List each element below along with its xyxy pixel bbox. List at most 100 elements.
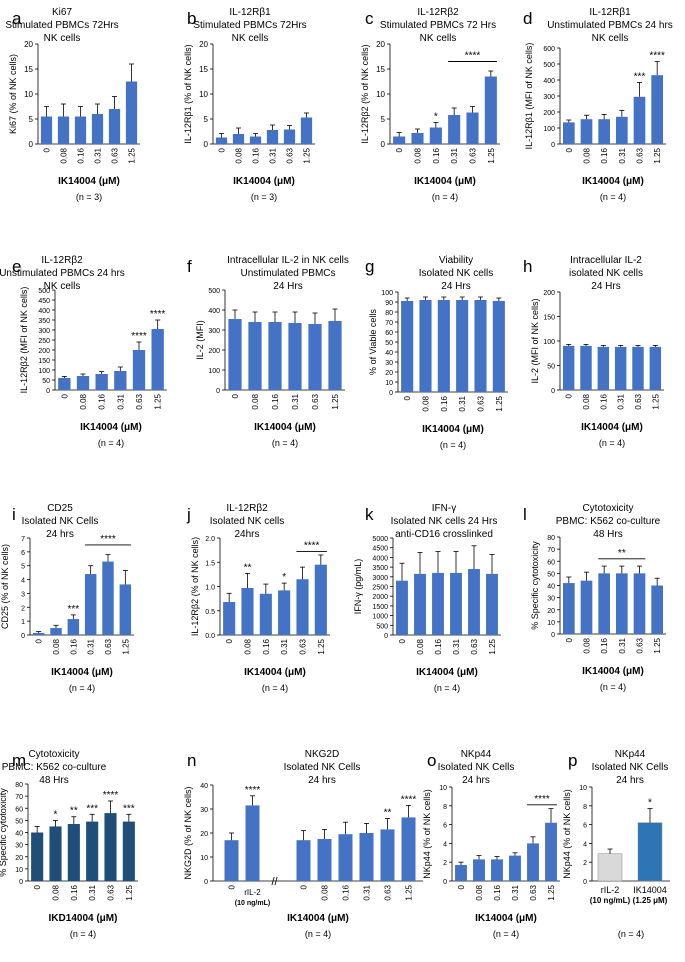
significance-marker: **** [103, 790, 119, 801]
y-tick-label: 400 [208, 308, 220, 315]
x-tick-label: 1.25 [154, 393, 163, 409]
y-tick-label: 40 [547, 584, 555, 591]
y-axis-label: IL-12Rβ2 (% of NK cells) [360, 44, 370, 143]
chart-title-line: Stimulated PBMCs 72Hrs [193, 20, 306, 31]
chart-title-line: NKG2D [305, 749, 339, 760]
bar [308, 324, 322, 390]
bar [249, 136, 262, 144]
significance-marker: * [54, 809, 58, 820]
bar [58, 378, 71, 390]
y-tick-label: 6 [583, 823, 587, 830]
x-tick-label: 0.31 [618, 147, 627, 163]
x-tick-label: 0.31 [280, 638, 289, 654]
x-tick-label: 0 [231, 393, 240, 398]
chart-title-line: IL-12Rβ2 [226, 503, 268, 514]
chart-title-line: Stimulated PBMCs 72Hrs [5, 20, 118, 31]
y-tick-label: 70 [15, 794, 23, 801]
y-axis-label: IL-12Rβ1 (MFI of NK cells) [524, 43, 534, 150]
y-tick-label: 6 [443, 823, 447, 830]
x-tick-label: 0.08 [79, 393, 88, 409]
x-tick-label: 0.63 [529, 884, 538, 900]
bar [473, 859, 485, 881]
chart-panel-l: l Cytotoxicity PBMC: K562 co-culture 48 Hrs… [523, 503, 666, 692]
x-tick-label: 0.16 [600, 637, 609, 653]
chart-title-line: Isolated NK cells [419, 268, 493, 279]
y-tick-label: 60 [15, 806, 23, 813]
x-tick-label: 0 [35, 638, 44, 643]
n-label: (n = 4) [434, 683, 460, 693]
chart-panel-k: k IFN-γ Isolated NK cells 24 Hrs anti-CD16 … [353, 503, 501, 693]
panel-letter: e [12, 257, 21, 276]
y-tick-label: 6 [21, 550, 25, 557]
bar [598, 573, 610, 634]
n-label: (n = 3) [76, 192, 102, 202]
bar [393, 136, 406, 144]
y-tick-label: 0 [551, 142, 555, 149]
x-tick-label: 0.08 [475, 884, 484, 900]
x-tick-label: 0 [228, 884, 237, 889]
x-tick-label: 1.25 [487, 147, 496, 163]
x-tick-label: 0.63 [636, 637, 645, 653]
significance-marker: **** [304, 541, 320, 552]
x-tick-label: 1.25 [121, 638, 130, 654]
y-tick-label: 20 [547, 608, 555, 615]
y-tick-label: 0 [551, 388, 555, 395]
y-axis-label: % Specific cytotoxicity [530, 541, 540, 630]
x-tick-label: 0.08 [251, 393, 260, 409]
y-tick-label: 15 [199, 65, 208, 74]
bar [296, 840, 311, 881]
chart-title-line: IL-12Rβ1 [589, 7, 631, 18]
bar [455, 865, 467, 881]
chart-panel-p: p NKp44 Isolated NK Cells 24 hrs 0 2 4 6 8 10 NKp4… [562, 749, 670, 939]
chart-title-line: NKp44 [461, 749, 492, 760]
significance-marker: *** [634, 71, 646, 82]
y-tick-label: 8 [443, 804, 447, 811]
y-tick-label: 200 [208, 348, 220, 355]
x-tick-label: 0.16 [252, 147, 261, 163]
significance-marker: ** [70, 806, 78, 817]
n-label: (n = 4) [493, 929, 519, 939]
chart-title-line: anti-CD16 crosslinked [395, 529, 493, 540]
panel-letter: d [523, 9, 532, 28]
significance-marker: ** [384, 808, 392, 819]
n-label: (n = 4) [600, 682, 626, 692]
y-tick-label: 20 [15, 855, 23, 862]
n-label: (n = 4) [599, 438, 625, 448]
y-tick-label: 400 [38, 308, 50, 315]
y-tick-label: 100 [381, 290, 393, 297]
x-tick-label: 0.08 [52, 884, 61, 900]
x-tick-label: 0.08 [583, 637, 592, 653]
x-tick-label: 0.63 [636, 147, 645, 163]
y-tick-label: 50 [15, 818, 23, 825]
x-tick-label: 0.08 [422, 395, 431, 411]
x-tick-sublabel: (10 ng/mL) [235, 900, 270, 907]
y-tick-label: 400 [543, 78, 555, 85]
panel-letter: f [187, 257, 192, 276]
y-axis-label: IL-2 (MFI) [195, 320, 205, 360]
bar [102, 561, 114, 635]
x-tick-label: 0.16 [342, 884, 351, 900]
y-tick-label: 4 [583, 841, 587, 848]
x-tick-label: 0.31 [88, 884, 97, 900]
bar [486, 573, 498, 635]
y-tick-label: 150 [38, 358, 50, 365]
x-axis-label: IK14004 (μM) [287, 913, 349, 924]
x-tick-label: 1.25 [653, 637, 662, 653]
x-tick-label: 0.16 [432, 147, 441, 163]
chart-title-line: 24 hrs [462, 775, 490, 786]
x-axis-label: IK14004 (μM) [414, 176, 476, 187]
panel-letter: n [187, 751, 196, 770]
chart-title-line: NK cells [420, 33, 457, 44]
chart-title-line: Cytotoxicity [582, 503, 633, 514]
panel-letter: k [365, 505, 374, 524]
x-tick-label: 1.25 [547, 884, 556, 900]
x-tick-label: 0.31 [363, 884, 372, 900]
y-tick-label: 300 [208, 328, 220, 335]
y-tick-label: 5000 [372, 536, 388, 543]
x-tick-label: 0.31 [269, 147, 278, 163]
y-tick-label: 0 [46, 388, 50, 395]
chart-title-line: Intracellular IL-2 in NK cells [227, 255, 349, 266]
y-tick-label: 40 [385, 350, 393, 357]
significance-marker: **** [534, 794, 550, 805]
bar [597, 346, 610, 390]
